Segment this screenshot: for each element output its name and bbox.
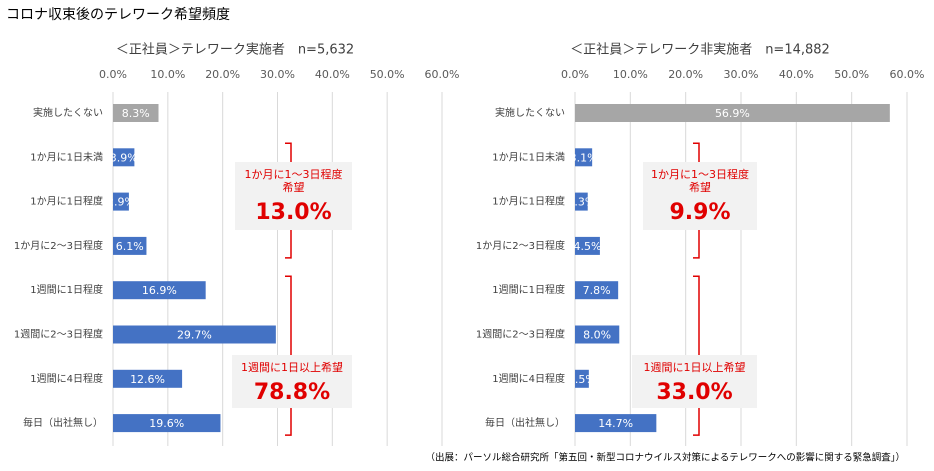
bar-value-label: 2.5%	[568, 373, 596, 386]
category-label: 1週間に2～3日程度	[14, 328, 103, 341]
x-tick-label: 60.0%	[890, 68, 925, 81]
bar	[113, 414, 221, 433]
bar-value-label: 8.3%	[122, 107, 150, 120]
source-note: （出展：パーソル総合研究所「第五回・新型コロナウイルス対策によるテレワークへの影…	[426, 452, 905, 464]
annotation-value: 9.9%	[669, 200, 730, 225]
x-tick-label: 60.0%	[425, 68, 460, 81]
x-tick-label: 20.0%	[205, 68, 240, 81]
bar-value-label: 2.3%	[567, 196, 595, 209]
annotation-value: 13.0%	[255, 200, 331, 225]
bar-value-label: 4.5%	[573, 240, 601, 253]
chart-subtitle: ＜正社員＞テレワーク実施者 n=5,632	[116, 42, 354, 58]
category-label: 1か月に2～3日程度	[14, 239, 103, 252]
bar	[575, 281, 619, 300]
bar	[575, 192, 588, 211]
category-label: 1週間に4日程度	[30, 372, 103, 385]
bar	[113, 281, 206, 300]
bar-value-label: 7.8%	[583, 284, 611, 297]
x-tick-label: 30.0%	[724, 68, 759, 81]
category-label: 実施したくない	[33, 106, 103, 119]
bar-value-label: 2.9%	[107, 196, 135, 209]
annotation-text: 希望	[283, 180, 305, 194]
x-tick-label: 40.0%	[315, 68, 350, 81]
page-title: コロナ収束後のテレワーク希望頻度	[6, 7, 230, 23]
bar-value-label: 6.1%	[116, 240, 144, 253]
category-label: 1か月に1日程度	[492, 195, 565, 208]
x-tick-label: 50.0%	[370, 68, 405, 81]
category-label: 1か月に1日程度	[30, 195, 103, 208]
bar-value-label: 29.7%	[177, 329, 212, 342]
bar	[113, 325, 276, 344]
category-label: 1週間に1日程度	[30, 283, 103, 296]
annotation-text: 希望	[689, 180, 711, 194]
bar	[113, 192, 129, 211]
x-tick-label: 20.0%	[668, 68, 703, 81]
annotation-text: 1か月に1～3日程度	[245, 167, 343, 181]
annotation-text: 1週間に1日以上希望	[241, 360, 343, 374]
bar	[575, 236, 600, 255]
bar	[113, 236, 147, 255]
bar-value-label: 16.9%	[142, 284, 177, 297]
annotation-value: 33.0%	[656, 380, 732, 405]
category-label: 実施したくない	[495, 106, 565, 119]
chart-subtitle: ＜正社員＞テレワーク非実施者 n=14,882	[570, 42, 830, 58]
bar-value-label: 3.1%	[570, 151, 598, 164]
bar	[575, 104, 890, 122]
annotation-value: 78.8%	[254, 380, 330, 405]
bar-value-label: 3.9%	[110, 151, 138, 164]
category-label: 1か月に1日未満	[492, 151, 565, 163]
bar-value-label: 8.0%	[583, 329, 611, 342]
bar	[113, 148, 135, 167]
x-tick-label: 0.0%	[561, 68, 589, 81]
category-label: 毎日（出社無し）	[23, 416, 103, 429]
annotation-box	[235, 162, 352, 230]
annotation-box	[643, 162, 757, 230]
x-tick-label: 10.0%	[150, 68, 185, 81]
category-label: 毎日（出社無し）	[485, 416, 565, 429]
bar-value-label: 56.9%	[715, 107, 750, 120]
annotation-text: 1週間に1日以上希望	[644, 360, 746, 374]
bar	[113, 104, 159, 122]
category-label: 1か月に1日未満	[30, 151, 103, 163]
bar	[113, 369, 183, 388]
bar-value-label: 12.6%	[130, 373, 165, 386]
bar-value-label: 14.7%	[598, 417, 633, 430]
bar	[575, 369, 589, 388]
bar-value-label: 19.6%	[149, 417, 184, 430]
x-tick-label: 0.0%	[99, 68, 127, 81]
annotation-box	[232, 355, 352, 408]
annotation-text: 1か月に1～3日程度	[651, 167, 749, 181]
category-label: 1か月に2～3日程度	[476, 239, 565, 252]
x-tick-label: 50.0%	[834, 68, 869, 81]
x-tick-label: 30.0%	[260, 68, 295, 81]
x-tick-label: 40.0%	[779, 68, 814, 81]
annotation-box	[632, 355, 757, 408]
bar	[575, 148, 593, 167]
bar	[575, 414, 657, 433]
category-label: 1週間に1日程度	[492, 283, 565, 296]
category-label: 1週間に4日程度	[492, 372, 565, 385]
x-tick-label: 10.0%	[613, 68, 648, 81]
bar	[575, 325, 620, 344]
category-label: 1週間に2～3日程度	[476, 328, 565, 341]
